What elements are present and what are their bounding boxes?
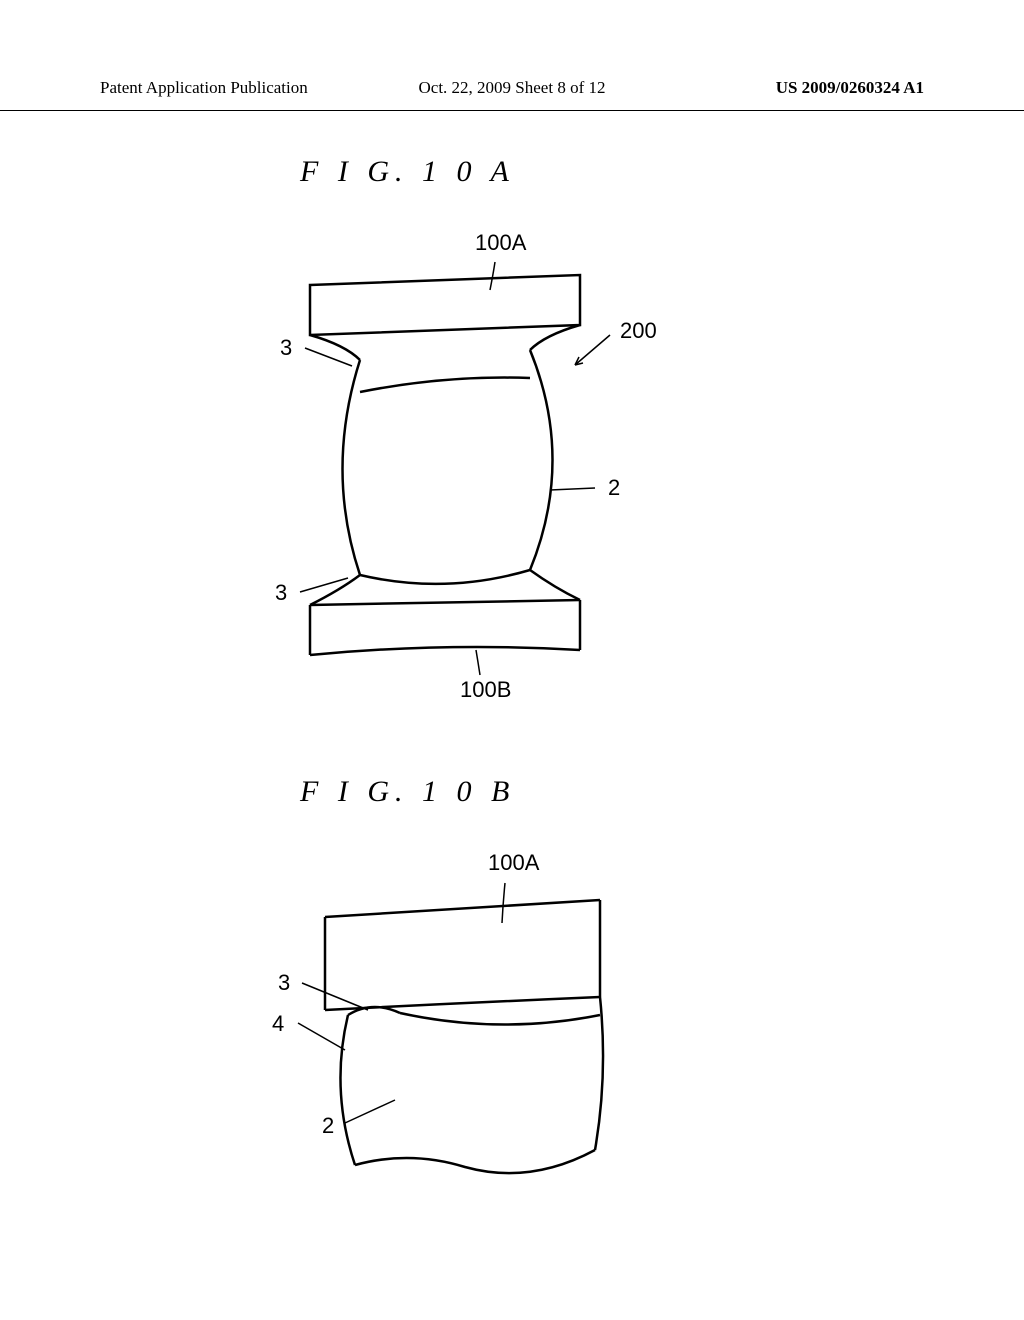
figure-10b: 100A 3 4 2 — [230, 855, 730, 1235]
figure-10a: 100A 200 2 3 3 100B — [230, 230, 730, 710]
figure-a-title: F I G. 1 0 A — [300, 155, 515, 189]
figure-b-title: F I G. 1 0 B — [300, 775, 515, 809]
label-4-b: 4 — [272, 1011, 284, 1037]
figure-10b-svg — [230, 855, 730, 1235]
label-3-b: 3 — [278, 970, 290, 996]
header-right: US 2009/0260324 A1 — [776, 78, 924, 98]
label-100A: 100A — [475, 230, 526, 256]
label-100B: 100B — [460, 677, 511, 703]
page-header: Patent Application Publication Oct. 22, … — [0, 78, 1024, 111]
label-2: 2 — [608, 475, 620, 501]
label-200: 200 — [620, 318, 657, 344]
header-left: Patent Application Publication — [100, 78, 308, 98]
label-2-b: 2 — [322, 1113, 334, 1139]
label-3-bot: 3 — [275, 580, 287, 606]
header-center: Oct. 22, 2009 Sheet 8 of 12 — [419, 78, 606, 98]
label-3-top: 3 — [280, 335, 292, 361]
figure-10a-svg — [230, 230, 730, 710]
label-100A-b: 100A — [488, 850, 539, 876]
